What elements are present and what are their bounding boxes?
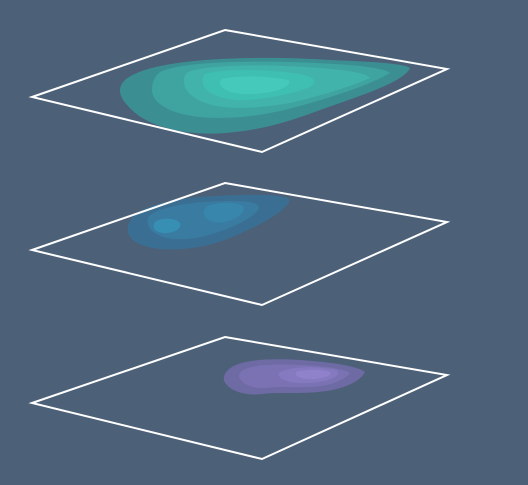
- layer-middle-blob-core: [153, 218, 181, 233]
- layer-bottom-blob-core: [296, 369, 331, 380]
- layer-top-blob-core: [220, 76, 290, 94]
- layer-top-plane: [28, 28, 451, 154]
- layer-bottom: [28, 335, 451, 461]
- layer-middle: [28, 181, 451, 307]
- layer-bottom-plane: [28, 335, 451, 461]
- layer-top: [28, 28, 451, 154]
- layer-middle-plane: [28, 181, 451, 307]
- layer-middle-blob-ring-3: [204, 202, 245, 223]
